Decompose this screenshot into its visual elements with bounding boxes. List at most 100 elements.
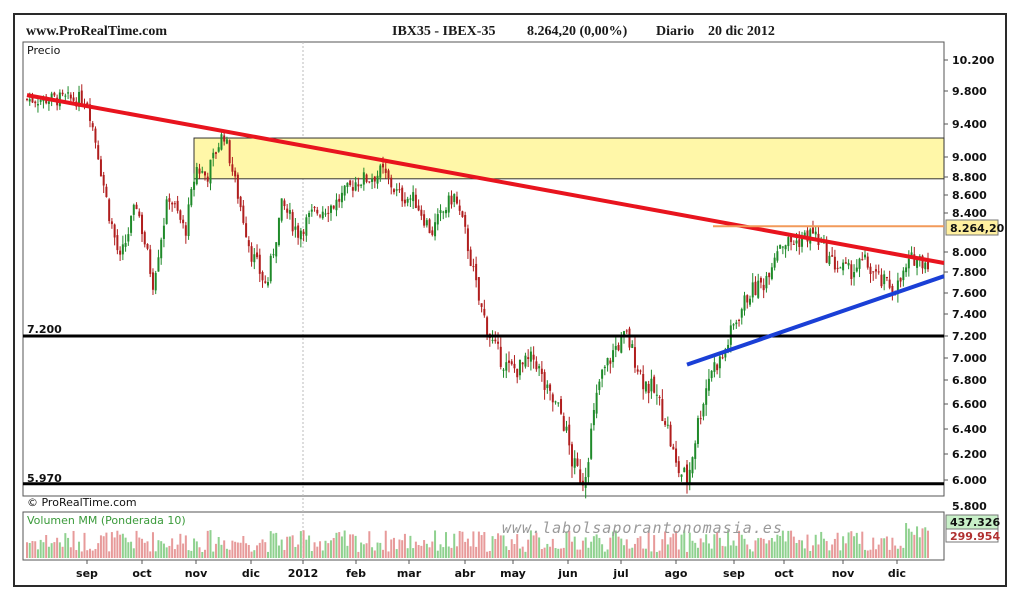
- volume-bar: [543, 547, 546, 558]
- candle-body: [193, 181, 196, 190]
- candle-body: [398, 189, 401, 191]
- candle-body: [431, 230, 434, 235]
- candle-body: [108, 199, 111, 222]
- volume-bar: [655, 551, 658, 558]
- candle-body: [190, 189, 193, 206]
- candle-body: [67, 92, 70, 94]
- candle-body: [524, 355, 527, 367]
- candle-body: [472, 266, 475, 268]
- volume-bar: [245, 543, 248, 558]
- header-site[interactable]: www.ProRealTime.com: [26, 24, 167, 39]
- candle-body: [417, 205, 420, 211]
- volume-bar: [423, 540, 426, 558]
- candle-body: [647, 383, 650, 394]
- volume-bar: [491, 536, 494, 558]
- volume-bar: [319, 541, 322, 558]
- volume-bar: [729, 545, 732, 558]
- volume-bar: [592, 536, 595, 558]
- candle-body: [902, 270, 905, 281]
- candle-body: [206, 176, 209, 182]
- candle-body: [713, 362, 716, 372]
- y-tick-label: 6.800: [952, 374, 987, 387]
- candle-body: [409, 198, 412, 200]
- candle-body: [466, 228, 469, 252]
- candle-body: [132, 204, 135, 215]
- volume-bar: [214, 543, 217, 558]
- volume-bar: [584, 537, 587, 558]
- volume-bar: [927, 530, 929, 558]
- candle-body: [620, 334, 623, 353]
- candle-body: [47, 101, 50, 104]
- candle-body: [927, 261, 929, 270]
- candle-body: [664, 421, 667, 425]
- candle-body: [546, 384, 549, 389]
- candle-body: [403, 199, 406, 204]
- volume-bar: [179, 533, 182, 558]
- volume-bar: [116, 530, 119, 558]
- volume-bar: [864, 549, 867, 558]
- y-tick-label: 7.200: [952, 330, 987, 343]
- candle-body: [283, 200, 286, 207]
- y-tick-label: 6.000: [952, 474, 987, 487]
- volume-bar: [225, 548, 228, 558]
- candle-body: [36, 104, 39, 106]
- volume-ma-box: [945, 528, 999, 543]
- volume-bar: [329, 540, 332, 558]
- volume-bar: [417, 545, 420, 558]
- volume-title: Volumen MM (Ponderada 10): [27, 514, 186, 527]
- volume-bar: [420, 545, 423, 558]
- volume-bar: [409, 535, 412, 558]
- candle-body: [644, 381, 647, 392]
- volume-bar: [505, 546, 508, 558]
- candle-body: [286, 208, 289, 213]
- volume-bar: [836, 532, 839, 558]
- candle-body: [899, 277, 902, 282]
- candle-body: [143, 232, 146, 245]
- volume-bar: [86, 550, 89, 558]
- volume-bar: [195, 541, 198, 558]
- volume-bar: [80, 551, 83, 558]
- volume-bar: [247, 544, 250, 558]
- candle-body: [338, 198, 341, 202]
- candle-body: [677, 461, 680, 474]
- candle-body: [683, 467, 686, 473]
- candle-body: [740, 309, 743, 318]
- volume-bar: [384, 530, 387, 558]
- candle-body: [518, 359, 521, 376]
- candle-body: [171, 202, 174, 205]
- volume-bar: [171, 538, 174, 558]
- candle-body: [61, 92, 64, 95]
- candle-body: [776, 251, 779, 261]
- volume-bar: [261, 539, 264, 558]
- volume-bar: [154, 551, 157, 558]
- candle-body: [247, 240, 250, 247]
- candle-body: [896, 280, 899, 295]
- candle-body: [655, 394, 658, 396]
- volume-bar: [371, 547, 374, 558]
- volume-bar: [132, 548, 135, 558]
- volume-bar: [779, 535, 782, 558]
- volume-bar: [308, 535, 311, 558]
- volume-bar: [727, 530, 730, 558]
- volume-bar: [639, 536, 642, 558]
- volume-bar: [373, 550, 376, 558]
- candle-body: [825, 241, 828, 263]
- volume-bar: [885, 536, 888, 558]
- volume-bar: [105, 532, 108, 558]
- resistance-trendline: [26, 93, 945, 265]
- volume-bar: [340, 536, 343, 558]
- candle-body: [360, 184, 363, 186]
- volume-bar: [269, 531, 272, 558]
- candle-body: [346, 182, 349, 188]
- candle-body: [406, 198, 409, 203]
- volume-bar: [724, 546, 727, 558]
- candle-body: [784, 245, 787, 250]
- volume-bar: [716, 532, 719, 558]
- candle-body: [69, 94, 72, 99]
- candle-body: [464, 215, 467, 227]
- volume-bar: [469, 546, 472, 558]
- volume-bar: [365, 543, 368, 558]
- candle-body: [486, 317, 489, 335]
- candle-body: [272, 254, 275, 256]
